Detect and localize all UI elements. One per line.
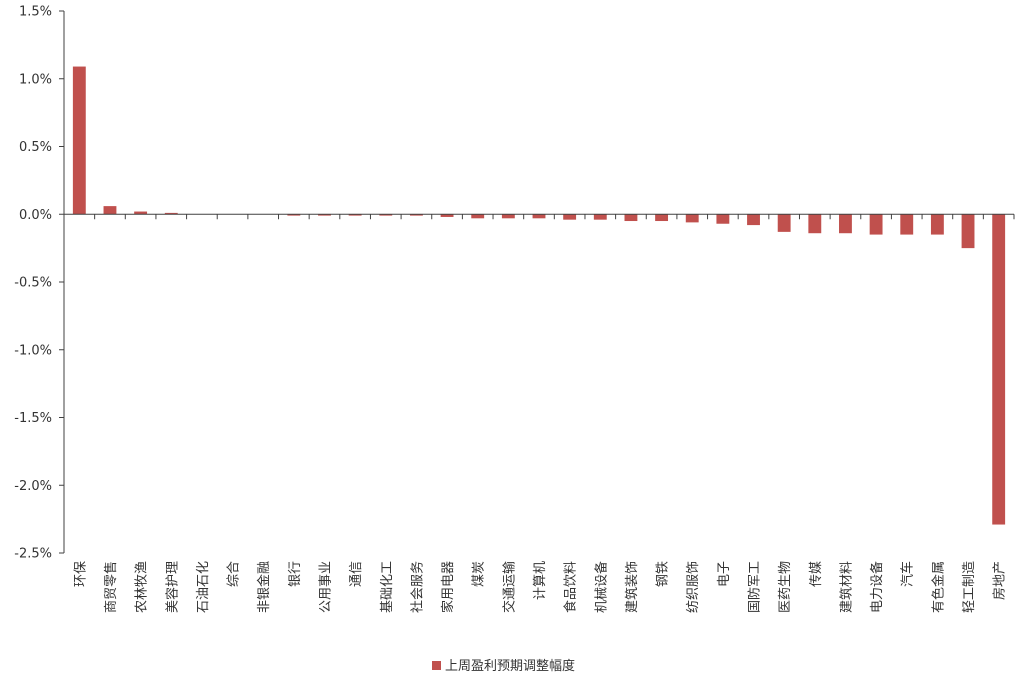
bar-11	[379, 214, 393, 216]
bar-28	[900, 214, 914, 235]
bar-1	[72, 66, 86, 215]
category-label: 基础化工	[380, 561, 395, 613]
bar-30	[961, 214, 975, 249]
bar-24	[777, 214, 791, 232]
category-label: 钢铁	[656, 561, 671, 587]
legend-label: 上周盈利预期调整幅度	[445, 658, 575, 674]
bar-14	[471, 214, 485, 219]
y-tick-label: -1.5%	[14, 411, 52, 426]
category-label: 有色金属	[930, 561, 946, 613]
y-tick-label: -0.5%	[14, 276, 52, 291]
x-axis: 环保 商贸零售 农林牧渔 美容护理 石油石化 综合 非银金融 银行 公用事业 通信 基础化工 社会服务…	[63, 213, 1015, 613]
category-label: 轻工制造	[962, 561, 977, 613]
y-tick-label: -2.5%	[14, 547, 52, 562]
category-label: 环保	[73, 561, 88, 587]
category-label: 家用电器	[440, 561, 456, 613]
category-label: 综合	[227, 561, 242, 587]
category-label: 机械设备	[593, 561, 609, 613]
category-label: 电子	[717, 561, 732, 587]
bar-19	[624, 214, 638, 222]
category-label: 公用事业	[318, 561, 333, 613]
y-tick-label: 0.0%	[19, 208, 52, 223]
category-label: 建筑材料	[838, 561, 854, 613]
category-label: 煤炭	[472, 561, 487, 587]
legend: 上周盈利预期调整幅度	[432, 658, 575, 674]
category-label: 汽车	[900, 561, 916, 587]
y-axis: 1.5% 1.0% 0.5% 0.0% -0.5% -1.0% -1.5% -2.0% -2.5…	[14, 5, 65, 562]
category-label: 非银金融	[256, 561, 272, 613]
bar-3	[134, 211, 148, 215]
category-label: 医药生物	[778, 561, 793, 613]
bar-9	[318, 214, 331, 216]
bar-29	[930, 214, 944, 235]
category-label: 电力设备	[869, 561, 885, 613]
category-label: 农林牧渔	[135, 561, 150, 613]
category-label: 交通运输	[501, 561, 517, 613]
category-label: 计算机	[533, 561, 548, 600]
bar-13	[440, 214, 454, 217]
bar-27	[869, 214, 883, 235]
legend-swatch	[432, 661, 441, 670]
plot-area	[72, 66, 1006, 525]
bar-26	[839, 214, 852, 234]
bar-17	[563, 214, 577, 220]
category-label: 建筑装饰	[624, 561, 640, 613]
bar-10	[348, 214, 362, 216]
category-label: 食品饮料	[563, 561, 579, 613]
bar-22	[716, 214, 730, 224]
category-label: 银行	[288, 561, 303, 587]
y-tick-label: 1.0%	[19, 72, 52, 87]
bar-12	[409, 214, 423, 216]
bar-2	[103, 206, 117, 215]
bar-15	[501, 214, 515, 219]
bar-23	[747, 214, 760, 226]
category-label: 通信	[349, 561, 364, 587]
y-tick-label: -2.0%	[14, 479, 52, 494]
category-label: 国防军工	[747, 561, 763, 613]
bar-31	[992, 214, 1006, 525]
y-tick-label: 0.5%	[19, 140, 52, 155]
category-label: 纺织服饰	[686, 561, 701, 613]
category-label: 社会服务	[409, 561, 425, 613]
bar-18	[593, 214, 607, 220]
bar-21	[685, 214, 699, 223]
category-label: 美容护理	[164, 561, 180, 613]
y-tick-label: -1.0%	[14, 343, 52, 358]
bar-25	[808, 214, 822, 234]
bar-4	[164, 212, 178, 215]
category-label: 商贸零售	[103, 561, 119, 613]
bar-16	[532, 214, 546, 219]
bar-20	[655, 214, 669, 222]
y-tick-label: 1.5%	[19, 5, 52, 20]
bar-8	[287, 214, 301, 216]
category-label: 传媒	[809, 561, 824, 587]
category-label: 房地产	[992, 561, 1008, 600]
category-label: 石油石化	[196, 561, 211, 613]
